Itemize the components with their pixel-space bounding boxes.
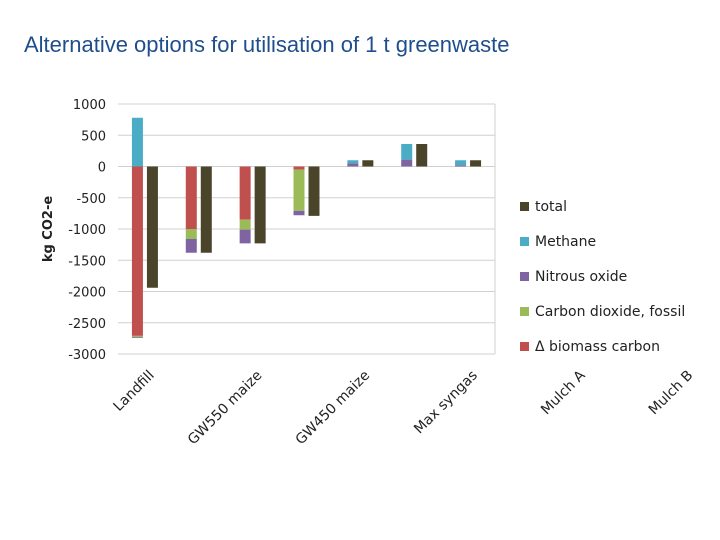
x-category-label: Mulch A [538,367,589,418]
bar-segment-co2fossil [185,229,197,239]
bar-total [362,160,374,167]
bar-segment-biomass [185,166,197,229]
y-axis-tick-labels: 1000 500 0 -500 -1000 -1500 -2000 -2500 -3000 [68,98,106,363]
bar-segment-n2o [401,159,413,167]
y-tick-label: -3000 [68,348,106,363]
legend-label: Δ biomass carbon [535,339,660,355]
bar-segment-n2o [185,239,197,253]
x-category-label: GW450 maize [293,368,374,449]
x-category-label: Mulch B [646,368,697,419]
bar-segment-co2fossil [293,169,305,211]
y-tick-label: -1500 [68,254,106,269]
bar-total [254,166,266,244]
bar-total [308,166,320,216]
bar-total [200,166,212,253]
y-axis-title: kg CO2-e [41,196,56,263]
bar-segment-n2o [293,210,305,216]
y-tick-label: 0 [98,161,106,176]
bar-total [146,166,158,288]
gridlines [118,103,496,355]
bar-segment-methane [455,160,467,166]
y-tick-label: -2000 [68,286,106,301]
x-axis-category-labels: Landfill GW550 maize GW450 maize Max syngas… [111,367,697,449]
y-tick-label: 1000 [73,98,106,113]
legend-swatch [520,272,529,281]
legend-label: total [535,199,567,215]
legend-swatch [520,307,529,316]
bars [131,117,482,338]
legend: total Methane Nitrous oxide Carbon dioxide,… [520,199,685,355]
bar-segment-n2o [455,165,467,167]
bar-segment-biomass [131,166,143,336]
bar-segment-n2o [347,163,359,167]
legend-swatch [520,237,529,246]
legend-swatch [520,202,529,211]
bar-segment-methane [401,144,413,160]
y-tick-label: -2500 [68,317,106,332]
y-tick-label: -1000 [68,223,106,238]
bar-segment-n2o [131,337,143,338]
x-category-label: GW550 maize [185,368,266,449]
x-category-label: Max syngas [411,368,481,438]
bar-total [470,160,482,167]
bar-segment-methane [131,117,143,167]
legend-label: Carbon dioxide, fossil [535,304,685,320]
bar-segment-co2fossil [131,335,143,338]
legend-label: Nitrous oxide [535,269,627,285]
bar-segment-methane [347,160,359,164]
slide-title: Alternative options for utilisation of 1… [24,32,510,57]
bar-segment-biomass [239,166,251,220]
bar-total [416,144,428,167]
legend-label: Methane [535,234,596,250]
y-tick-label: -500 [76,192,106,207]
bar-segment-n2o [239,229,251,244]
legend-swatch [520,342,529,351]
x-category-label: Landfill [111,368,158,415]
bar-segment-co2fossil [239,219,251,230]
y-tick-label: 500 [81,129,106,144]
bar-segment-biomass [293,166,305,170]
